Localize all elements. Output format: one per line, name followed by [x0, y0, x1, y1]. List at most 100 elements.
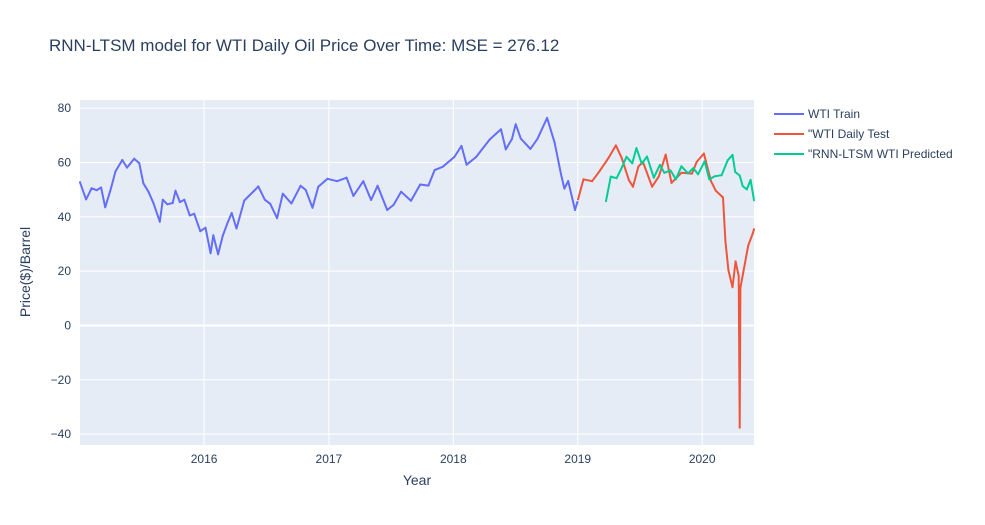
data-point [317, 185, 320, 188]
data-point [362, 180, 365, 183]
data-point [386, 209, 389, 211]
data-point [419, 183, 422, 186]
data-point [188, 214, 191, 217]
data-point [152, 201, 155, 204]
y-tick-label: 0 [64, 318, 71, 332]
data-point [674, 178, 677, 181]
legend[interactable]: WTI Train "WTI Daily Test "RNN-LTSM WTI Pr… [774, 107, 953, 161]
data-point [691, 172, 693, 175]
y-tick-label: 60 [58, 155, 72, 169]
data-point [695, 160, 698, 163]
data-point [714, 189, 717, 192]
data-point [158, 220, 161, 223]
y-tick-label: 80 [58, 101, 72, 115]
data-point [441, 165, 444, 168]
data-point [104, 206, 107, 209]
legend-label: "WTI Daily Test [808, 127, 890, 141]
data-point [724, 240, 727, 242]
data-point [703, 160, 706, 163]
data-point [304, 188, 307, 191]
data-point [620, 156, 623, 159]
x-tick-label: 2018 [440, 452, 467, 466]
data-point [243, 199, 246, 202]
data-point [142, 182, 145, 185]
data-point [632, 185, 634, 188]
data-point [183, 198, 186, 201]
x-tick-label: 2020 [689, 452, 716, 466]
data-point [657, 175, 660, 178]
data-point [753, 199, 755, 202]
x-tick-label: 2019 [564, 452, 591, 466]
data-point [85, 198, 88, 201]
data-point [460, 144, 463, 147]
data-point [620, 167, 623, 170]
data-point [510, 138, 513, 141]
data-point [734, 171, 737, 173]
y-tick-label: 20 [58, 264, 72, 278]
data-point [276, 217, 279, 220]
data-point [281, 192, 284, 195]
data-point [637, 165, 640, 168]
data-point [627, 179, 630, 182]
data-point [193, 212, 196, 215]
data-point [567, 180, 570, 182]
data-point [465, 163, 468, 166]
x-tick-label: 2017 [316, 452, 343, 466]
data-point [290, 202, 293, 205]
data-point [174, 189, 177, 192]
data-point [514, 123, 517, 126]
data-point [635, 147, 638, 150]
legend-item-3[interactable]: "RNN-LTSM WTI Predicted [774, 147, 953, 161]
data-point [269, 202, 272, 205]
data-point [726, 159, 729, 162]
data-point [577, 198, 580, 201]
data-point [392, 203, 395, 206]
data-point [326, 177, 329, 180]
data-point [519, 137, 522, 140]
data-point [669, 169, 672, 172]
data-point [109, 189, 112, 192]
data-point [686, 172, 689, 175]
y-tick-labels: −40 −20 0 20 40 60 80 [51, 101, 72, 441]
data-point [252, 190, 255, 192]
data-point [680, 171, 683, 174]
data-point [126, 166, 128, 169]
data-point [529, 147, 532, 150]
data-point [741, 185, 744, 188]
data-point [336, 180, 339, 183]
data-point [166, 203, 169, 206]
data-point [751, 232, 754, 235]
data-point [121, 159, 124, 161]
data-point [640, 162, 643, 165]
data-point [591, 180, 594, 183]
data-point [737, 274, 740, 277]
data-point [702, 152, 705, 155]
data-point [563, 187, 566, 190]
y-tick-label: −20 [51, 373, 72, 387]
legend-label: "RNN-LTSM WTI Predicted [808, 147, 953, 161]
data-point [614, 144, 617, 147]
data-point [500, 128, 502, 131]
data-point [738, 426, 741, 429]
legend-item-1[interactable]: WTI Train [774, 107, 860, 121]
series-layer [79, 116, 755, 429]
data-point [710, 180, 712, 183]
data-point [257, 185, 260, 188]
data-point [114, 170, 117, 173]
data-point [738, 174, 741, 177]
data-point [311, 206, 314, 209]
data-point [734, 260, 737, 263]
legend-item-2[interactable]: "WTI Daily Test [774, 127, 890, 141]
data-point [410, 199, 412, 202]
data-point [90, 187, 93, 190]
data-point [171, 202, 174, 204]
data-point [161, 198, 164, 201]
data-point [235, 227, 238, 230]
data-point [400, 190, 403, 193]
legend-label: WTI Train [808, 107, 860, 121]
data-point [574, 209, 576, 211]
chart-title: RNN-LTSM model for WTI Daily Oil Price O… [49, 36, 559, 55]
data-point [658, 163, 661, 166]
